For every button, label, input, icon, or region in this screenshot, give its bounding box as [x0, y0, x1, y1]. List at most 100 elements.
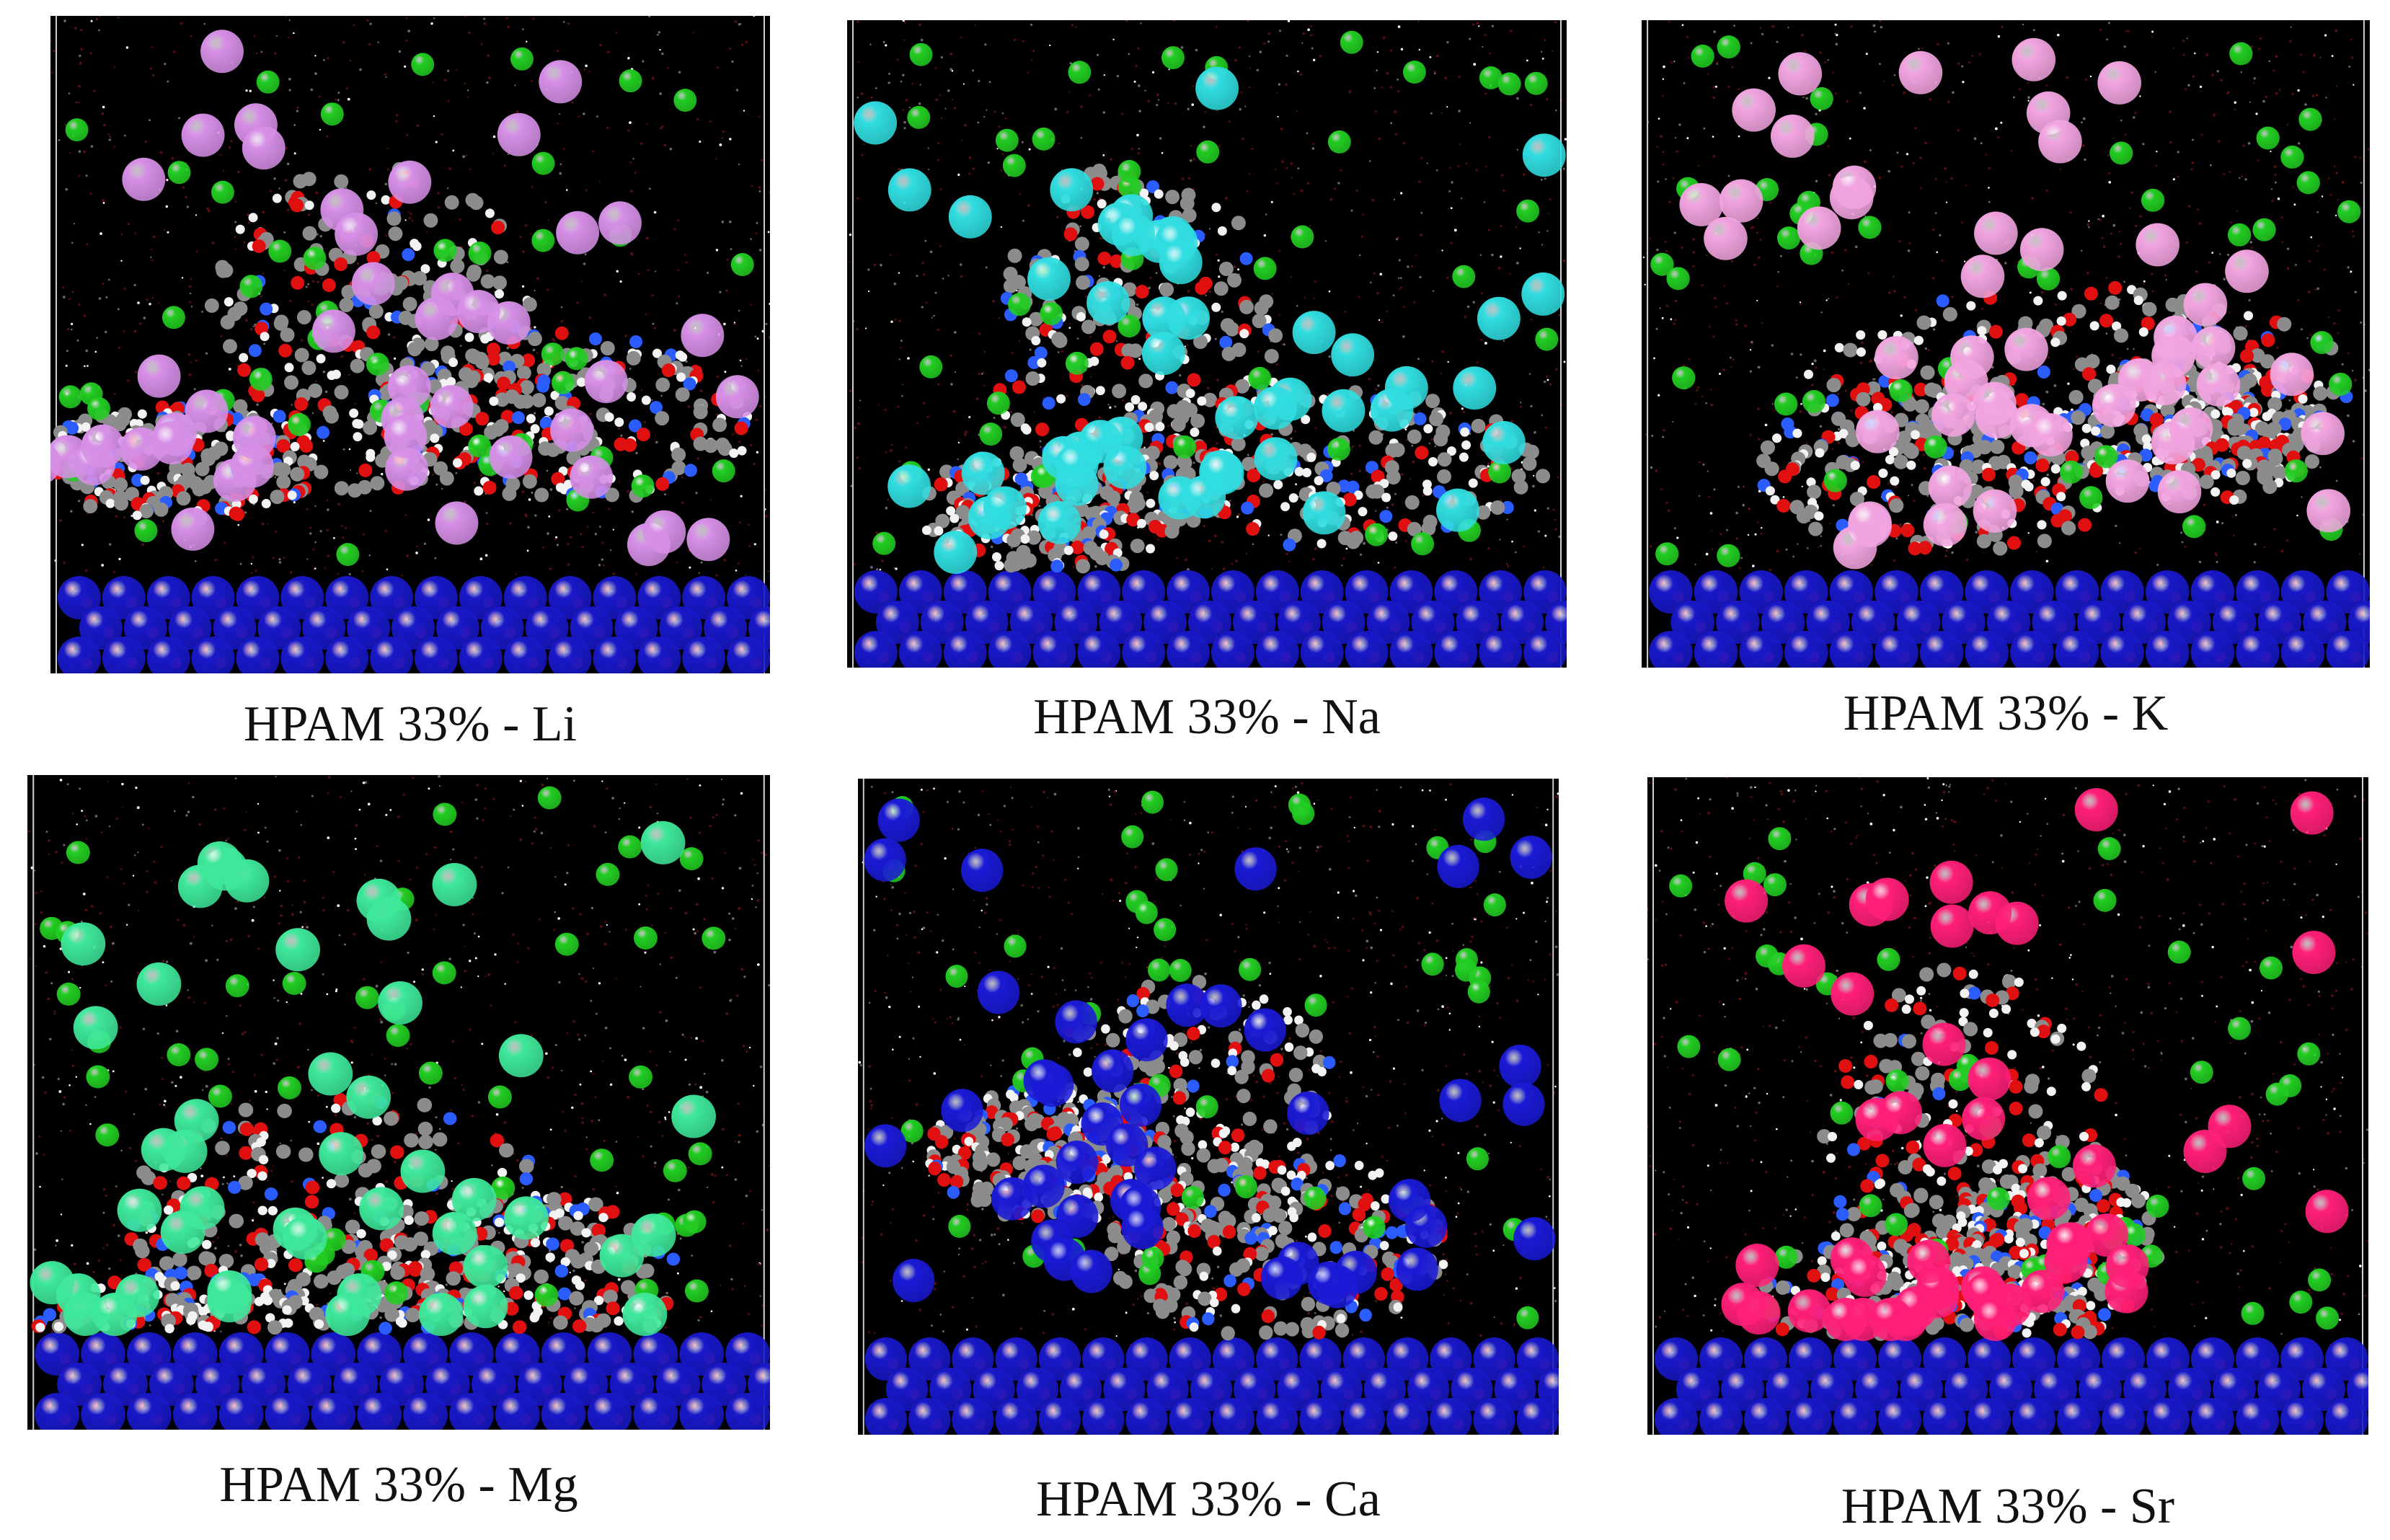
- cation-ion: [877, 798, 920, 842]
- chloride-ion: [1304, 994, 1327, 1017]
- cation-ion: [378, 981, 422, 1025]
- cation-ion: [497, 112, 541, 156]
- chloride-ion: [1535, 327, 1559, 351]
- chloride-ion: [1304, 1186, 1327, 1210]
- panel-caption-k: HPAM 33% - K: [1843, 686, 2169, 741]
- surface-cation: [1386, 1398, 1429, 1435]
- simulation-panel-sr: [1647, 777, 2368, 1435]
- chloride-ion: [1327, 438, 1351, 461]
- cation-ion: [1721, 1283, 1765, 1327]
- cation-ion: [1388, 1179, 1431, 1223]
- chloride-ion: [1411, 532, 1435, 556]
- surface-cation: [1516, 1398, 1559, 1435]
- chloride-ion: [1248, 366, 1272, 390]
- cation-ion: [1869, 1298, 1913, 1341]
- surface-cation: [1655, 1398, 1698, 1435]
- cation-ion: [1092, 1049, 1134, 1093]
- surface-cation: [1516, 1337, 1559, 1381]
- surface-cation: [2280, 631, 2325, 668]
- cation-ion: [456, 290, 500, 334]
- surface-cation: [1407, 1368, 1450, 1411]
- chloride-ion: [433, 802, 457, 826]
- cation-ion: [1973, 489, 2017, 533]
- surface-cation: [1784, 631, 1828, 668]
- surface-cation: [2146, 1398, 2190, 1435]
- chloride-ion: [1885, 1069, 1909, 1093]
- cation-ion: [311, 309, 355, 353]
- surface-cation: [1212, 1337, 1255, 1381]
- cation-ion: [117, 1188, 162, 1232]
- cation-ion: [671, 1094, 717, 1138]
- surface-cation: [965, 601, 1009, 644]
- surface-cation: [414, 637, 458, 673]
- surface-cation: [1875, 570, 1918, 614]
- cation-ion: [539, 60, 583, 104]
- simulation-panel-k: [1642, 20, 2370, 668]
- chloride-ion: [1743, 862, 1766, 885]
- cation-ion: [1023, 1059, 1066, 1103]
- surface-cation: [2167, 601, 2211, 644]
- surface-cation: [1968, 1337, 2011, 1381]
- surface-cation: [1430, 1337, 1472, 1381]
- chloride-ion: [948, 1215, 971, 1238]
- chloride-ion: [355, 986, 379, 1009]
- cation-ion: [400, 1149, 446, 1193]
- surface-cation: [495, 1393, 540, 1430]
- simulation-panel-ca: [858, 779, 1559, 1435]
- cation-ion: [200, 30, 244, 74]
- chloride-ion: [384, 1281, 409, 1305]
- chloride-ion: [1161, 46, 1185, 70]
- cation-ion: [385, 447, 429, 491]
- cation-ion: [556, 211, 600, 255]
- cation-ion: [1308, 1261, 1350, 1305]
- surface-cation: [1300, 631, 1344, 668]
- surface-cation: [1188, 601, 1231, 644]
- cation-ion: [498, 1034, 544, 1078]
- cation-ion: [1521, 272, 1565, 316]
- cation-ion: [1823, 1298, 1867, 1341]
- cation-ion: [1200, 984, 1242, 1028]
- surface-cation: [898, 631, 942, 668]
- cation-ion: [1875, 336, 1918, 379]
- surface-cation: [2055, 631, 2099, 668]
- surface-cation: [1077, 570, 1121, 614]
- chloride-ion: [619, 69, 642, 93]
- cation-ion: [1833, 526, 1877, 570]
- cation-ion: [359, 1187, 404, 1231]
- surface-cation: [1923, 1337, 1966, 1381]
- chloride-ion: [1253, 257, 1277, 280]
- surface-cation: [1744, 1337, 1787, 1381]
- panel-caption-mg: HPAM 33% - Mg: [219, 1457, 578, 1513]
- cation-ion: [2183, 283, 2228, 327]
- chloride-ion: [2329, 373, 2353, 396]
- surface-cation: [2145, 570, 2190, 614]
- cation-ion: [81, 424, 125, 468]
- surface-cation: [287, 1363, 332, 1406]
- chloride-ion: [2308, 1268, 2332, 1292]
- cation-ion: [1396, 1247, 1438, 1291]
- chloride-ion: [2289, 1291, 2313, 1314]
- chloride-ion: [468, 434, 492, 458]
- chloride-ion: [1141, 1247, 1164, 1270]
- surface-cation: [435, 606, 479, 650]
- cation-ion: [1513, 1217, 1556, 1261]
- surface-cation: [2032, 601, 2076, 644]
- cation-ion: [2050, 1222, 2093, 1266]
- surface-cation: [2102, 1398, 2145, 1435]
- chloride-ion: [730, 253, 754, 276]
- surface-cation: [280, 576, 324, 619]
- surface-cation: [908, 1398, 951, 1435]
- surface-cation: [1386, 1337, 1429, 1381]
- chloride-ion: [1117, 314, 1141, 338]
- surface-cation: [2325, 1398, 2368, 1435]
- surface-cation: [35, 1332, 80, 1376]
- cation-ion: [1112, 213, 1156, 257]
- surface-cation: [311, 1332, 356, 1376]
- surface-cation: [587, 1393, 632, 1430]
- surface-cation: [2012, 1337, 2055, 1381]
- cation-ion: [1292, 311, 1336, 355]
- surface-cation: [517, 1363, 562, 1406]
- surface-cation: [1649, 570, 1693, 614]
- surface-cation: [1256, 1398, 1298, 1435]
- chloride-ion: [552, 371, 575, 394]
